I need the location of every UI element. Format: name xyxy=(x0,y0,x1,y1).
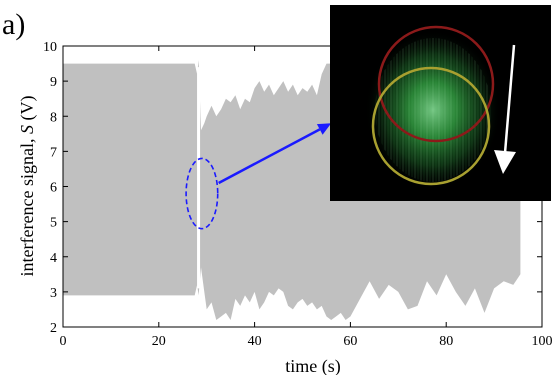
x-tick-label: 20 xyxy=(152,334,166,349)
y-tick-label: 3 xyxy=(50,286,57,301)
y-axis-label-var: S xyxy=(17,125,37,134)
inset-red-circle xyxy=(377,25,495,143)
y-tick-label: 6 xyxy=(50,181,57,196)
inset-white-arrow-head xyxy=(494,150,516,174)
x-axis-label: time (s) xyxy=(285,356,341,375)
y-tick-label: 9 xyxy=(50,75,57,90)
x-tick-label: 0 xyxy=(60,334,67,349)
x-tick-label: 40 xyxy=(248,334,262,349)
inset-white-arrow xyxy=(503,44,516,154)
y-axis-label: interference signal, S (V) xyxy=(17,96,38,277)
inset-panel-b: b) xyxy=(330,5,551,201)
zoom-arrow xyxy=(218,128,321,185)
zoom-arrow-head xyxy=(316,123,332,135)
y-tick-label: 7 xyxy=(50,145,57,160)
inset-yellow-circle xyxy=(371,66,491,186)
x-tick-label: 100 xyxy=(532,334,552,349)
inset-speckle xyxy=(375,38,491,182)
y-tick-label: 5 xyxy=(50,216,57,231)
y-axis-label-unit: (V) xyxy=(17,96,38,126)
x-tick-label: 60 xyxy=(343,334,357,349)
y-tick-label: 2 xyxy=(50,321,57,336)
panel-b-label: b) xyxy=(334,19,359,52)
y-axis-label-prefix: interference signal, xyxy=(17,134,37,276)
x-tick-label: 80 xyxy=(439,334,453,349)
y-tick-label: 10 xyxy=(43,40,57,55)
y-tick-label: 8 xyxy=(50,110,57,125)
y-tick-label: 4 xyxy=(50,251,57,266)
panel-a-label: a) xyxy=(2,8,25,41)
zoom-dashed-circle xyxy=(185,157,219,230)
